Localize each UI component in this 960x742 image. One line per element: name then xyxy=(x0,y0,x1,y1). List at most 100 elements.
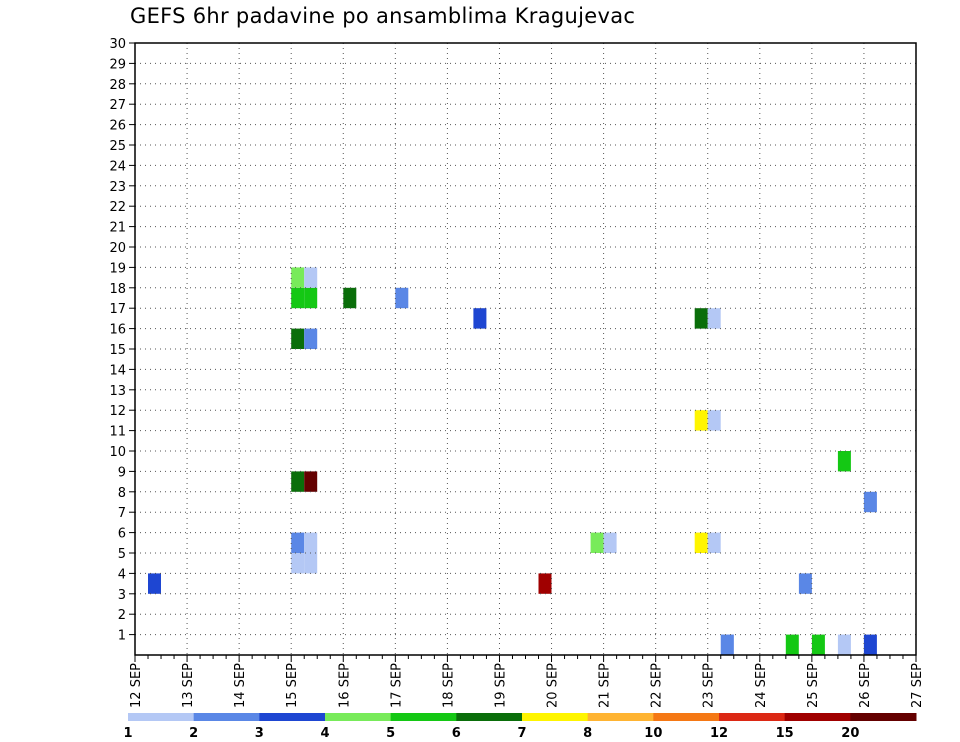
y-tick-label: 24 xyxy=(109,159,126,174)
y-tick-label: 3 xyxy=(118,588,126,603)
y-tick-label: 27 xyxy=(109,98,126,113)
data-cell xyxy=(707,410,721,431)
data-cell xyxy=(863,491,877,513)
data-cell xyxy=(304,471,318,492)
data-cell xyxy=(291,287,305,309)
y-tick-label: 7 xyxy=(118,506,126,521)
legend-label: 15 xyxy=(776,726,794,741)
x-tick-label: 17 SEP xyxy=(389,663,404,708)
y-tick-label: 6 xyxy=(118,527,126,542)
data-cell xyxy=(304,532,318,553)
x-tick-label: 22 SEP xyxy=(650,663,665,708)
legend-swatch xyxy=(390,713,457,721)
x-tick-label: 15 SEP xyxy=(285,663,300,708)
legend-label: 5 xyxy=(386,726,395,741)
legend-swatch xyxy=(784,713,851,721)
x-tick-label: 24 SEP xyxy=(754,663,769,708)
x-tick-label: 23 SEP xyxy=(702,663,717,708)
data-cell xyxy=(304,553,318,574)
legend-label: 3 xyxy=(255,726,264,741)
y-tick-label: 28 xyxy=(109,78,126,93)
y-tick-label: 8 xyxy=(118,486,126,501)
x-tick-label: 21 SEP xyxy=(598,663,613,708)
legend-label: 2 xyxy=(189,726,198,741)
y-tick-label: 30 xyxy=(109,37,126,52)
y-tick-label: 16 xyxy=(109,323,126,338)
legend-label: 10 xyxy=(644,726,662,741)
x-tick-label: 19 SEP xyxy=(493,663,508,708)
y-tick-label: 21 xyxy=(109,221,126,236)
data-cell xyxy=(291,553,305,574)
legend-label: 12 xyxy=(710,726,728,741)
data-cell xyxy=(291,532,305,553)
x-tick-label: 25 SEP xyxy=(806,663,821,708)
data-cell xyxy=(785,634,799,655)
legend-swatch xyxy=(456,713,523,721)
data-cell xyxy=(304,328,318,349)
data-cell xyxy=(343,287,357,309)
y-tick-label: 1 xyxy=(118,629,126,644)
legend-swatch xyxy=(850,713,917,721)
chart-title: GEFS 6hr padavine po ansamblima Kragujev… xyxy=(130,4,636,28)
y-tick-label: 5 xyxy=(118,547,126,562)
data-cell xyxy=(720,634,734,655)
x-tick-label: 13 SEP xyxy=(181,663,196,708)
data-cell xyxy=(694,532,708,553)
x-tick-label: 14 SEP xyxy=(233,663,248,708)
y-tick-label: 25 xyxy=(109,139,126,154)
legend-label: 1 xyxy=(123,726,132,741)
legend-label: 4 xyxy=(320,726,329,741)
x-tick-label: 27 SEP xyxy=(910,663,925,708)
y-tick-label: 20 xyxy=(109,241,126,256)
legend-label: 20 xyxy=(841,726,859,741)
data-cell xyxy=(798,573,812,594)
data-cell xyxy=(707,532,721,553)
x-tick-label: 18 SEP xyxy=(441,663,456,708)
data-cell xyxy=(538,573,552,594)
legend-swatch xyxy=(128,713,195,721)
y-tick-label: 26 xyxy=(109,119,126,134)
data-cell xyxy=(291,471,305,492)
x-tick-label: 16 SEP xyxy=(337,663,352,708)
y-tick-label: 23 xyxy=(109,180,126,195)
legend-swatch xyxy=(653,713,720,721)
y-tick-label: 18 xyxy=(109,282,126,297)
data-cell xyxy=(395,287,409,309)
y-tick-label: 14 xyxy=(109,363,126,378)
y-tick-label: 15 xyxy=(109,343,126,358)
x-tick-label: 20 SEP xyxy=(546,663,561,708)
legend-swatch xyxy=(719,713,786,721)
data-cell xyxy=(837,634,851,655)
legend-swatch xyxy=(587,713,654,721)
data-cell xyxy=(707,308,721,329)
data-cell xyxy=(603,532,617,553)
data-cell xyxy=(148,573,161,594)
x-tick-label: 26 SEP xyxy=(858,663,873,708)
y-tick-label: 17 xyxy=(109,302,126,317)
legend-swatch xyxy=(193,713,260,721)
y-tick-label: 12 xyxy=(109,404,126,419)
legend-swatch xyxy=(325,713,392,721)
data-cell xyxy=(590,532,604,553)
data-cell xyxy=(304,287,318,309)
legend-label: 7 xyxy=(517,726,526,741)
y-tick-label: 19 xyxy=(109,261,126,276)
y-tick-label: 29 xyxy=(109,57,126,72)
data-cell xyxy=(291,267,305,288)
data-cell xyxy=(863,634,877,655)
data-cell xyxy=(304,267,318,288)
legend-swatch xyxy=(522,713,589,721)
y-tick-label: 22 xyxy=(109,200,126,215)
y-tick-label: 11 xyxy=(109,425,126,440)
legend-label: 6 xyxy=(452,726,461,741)
data-cell xyxy=(811,634,825,655)
data-cell xyxy=(694,410,708,431)
y-tick-label: 9 xyxy=(118,465,126,480)
data-cell xyxy=(473,308,487,329)
legend-swatch xyxy=(259,713,326,721)
data-cell xyxy=(291,328,305,349)
data-cell xyxy=(837,451,851,472)
y-tick-label: 2 xyxy=(118,608,126,623)
x-tick-label: 12 SEP xyxy=(129,663,144,708)
